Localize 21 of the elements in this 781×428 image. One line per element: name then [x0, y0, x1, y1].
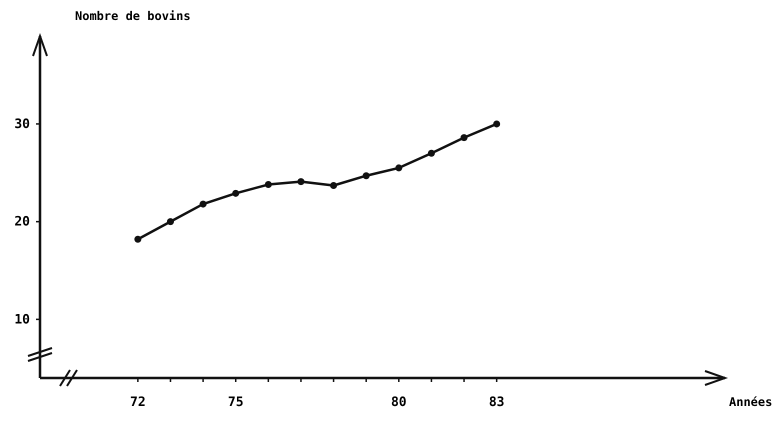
- point: [200, 200, 207, 208]
- point: [428, 150, 435, 157]
- x-tick-label: 75: [228, 395, 244, 410]
- point: [264, 181, 272, 188]
- y-axis-title: Nombre de bovins: [75, 9, 191, 23]
- point: [493, 120, 500, 128]
- point: [395, 164, 402, 172]
- x-axis-title: Années: [729, 395, 772, 409]
- point: [330, 182, 338, 190]
- y-tick-label: 20: [14, 214, 30, 230]
- point: [297, 178, 304, 186]
- point: [134, 236, 142, 243]
- point: [232, 190, 240, 197]
- point: [166, 218, 174, 226]
- point: [460, 134, 468, 142]
- x-tick-label: 83: [488, 395, 504, 410]
- y-tick-label: 10: [14, 312, 30, 328]
- x-tick-label: 72: [130, 395, 146, 410]
- x-tick-label: 80: [390, 395, 407, 410]
- y-tick-label: 30: [14, 116, 30, 132]
- point: [362, 172, 370, 180]
